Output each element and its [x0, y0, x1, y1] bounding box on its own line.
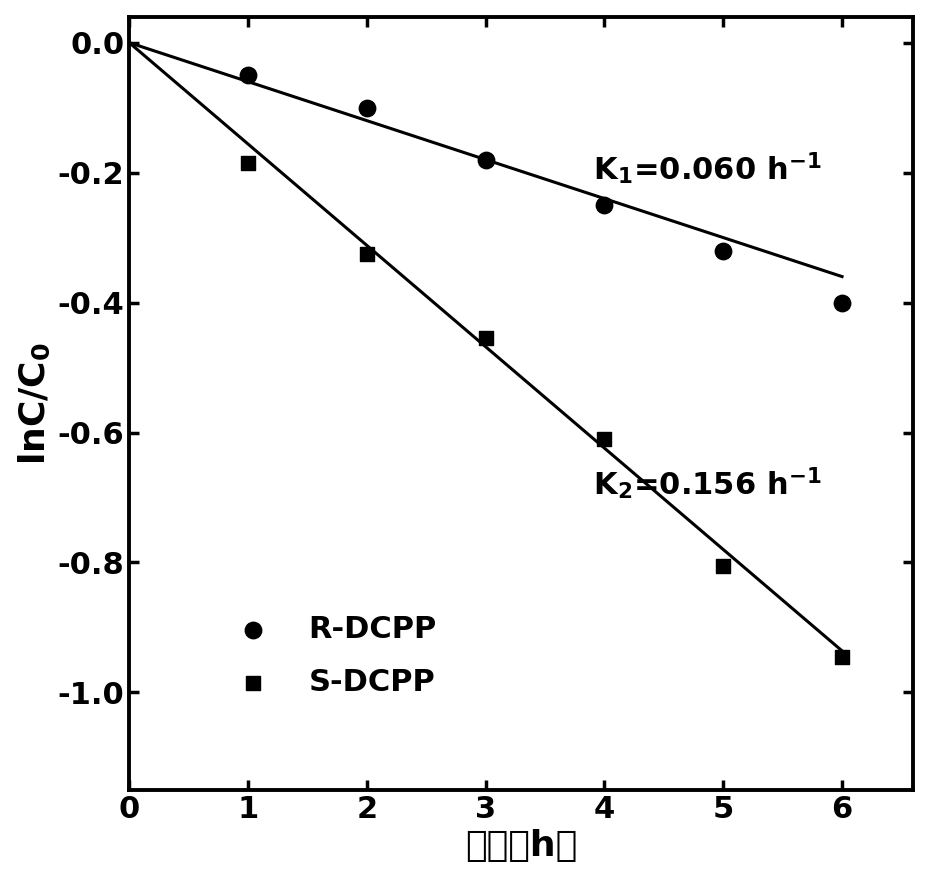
Legend: R-DCPP, S-DCPP: R-DCPP, S-DCPP	[223, 615, 437, 697]
Text: K$_2$=0.156 h$^{-1}$: K$_2$=0.156 h$^{-1}$	[592, 465, 821, 501]
R-DCPP	[597, 198, 612, 212]
R-DCPP	[241, 68, 256, 82]
R-DCPP	[716, 244, 731, 258]
R-DCPP	[478, 152, 493, 166]
R-DCPP	[359, 100, 374, 114]
X-axis label: 时间（h）: 时间（h）	[465, 829, 578, 863]
S-DCPP	[359, 246, 374, 260]
Y-axis label: lnC/C$_0$: lnC/C$_0$	[17, 341, 52, 465]
S-DCPP	[478, 331, 493, 345]
R-DCPP	[834, 296, 849, 310]
S-DCPP	[834, 649, 849, 664]
S-DCPP	[241, 156, 256, 170]
S-DCPP	[597, 432, 612, 446]
Text: K$_1$=0.060 h$^{-1}$: K$_1$=0.060 h$^{-1}$	[592, 150, 821, 186]
S-DCPP	[716, 559, 731, 573]
